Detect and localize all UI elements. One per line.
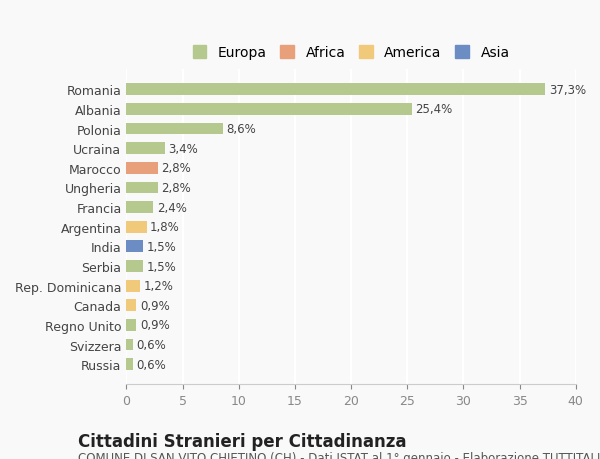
- Bar: [127, 221, 146, 233]
- Bar: [127, 241, 143, 253]
- Text: 2,8%: 2,8%: [161, 162, 191, 175]
- Text: 1,5%: 1,5%: [146, 241, 176, 253]
- Text: COMUNE DI SAN VITO CHIETINO (CH) - Dati ISTAT al 1° gennaio - Elaborazione TUTTI: COMUNE DI SAN VITO CHIETINO (CH) - Dati …: [78, 451, 600, 459]
- Bar: [127, 143, 164, 155]
- Text: 25,4%: 25,4%: [415, 103, 452, 116]
- Bar: [127, 358, 133, 370]
- Bar: [127, 319, 136, 331]
- Bar: [127, 280, 140, 292]
- Text: 1,5%: 1,5%: [146, 260, 176, 273]
- Legend: Europa, Africa, America, Asia: Europa, Africa, America, Asia: [188, 42, 514, 64]
- Text: 3,4%: 3,4%: [168, 142, 197, 155]
- Bar: [127, 300, 136, 312]
- Text: 0,6%: 0,6%: [136, 358, 166, 371]
- Bar: [127, 182, 158, 194]
- Bar: [127, 202, 154, 213]
- Text: 0,9%: 0,9%: [140, 319, 170, 332]
- Text: 2,4%: 2,4%: [157, 201, 187, 214]
- Text: 0,9%: 0,9%: [140, 299, 170, 312]
- Text: Cittadini Stranieri per Cittadinanza: Cittadini Stranieri per Cittadinanza: [78, 432, 407, 450]
- Text: 0,6%: 0,6%: [136, 338, 166, 351]
- Text: 37,3%: 37,3%: [549, 84, 586, 96]
- Bar: [127, 84, 545, 96]
- Bar: [127, 123, 223, 135]
- Text: 2,8%: 2,8%: [161, 182, 191, 195]
- Bar: [127, 104, 412, 116]
- Text: 1,2%: 1,2%: [143, 280, 173, 292]
- Bar: [127, 162, 158, 174]
- Text: 1,8%: 1,8%: [150, 221, 180, 234]
- Bar: [127, 339, 133, 351]
- Text: 8,6%: 8,6%: [226, 123, 256, 136]
- Bar: [127, 261, 143, 272]
